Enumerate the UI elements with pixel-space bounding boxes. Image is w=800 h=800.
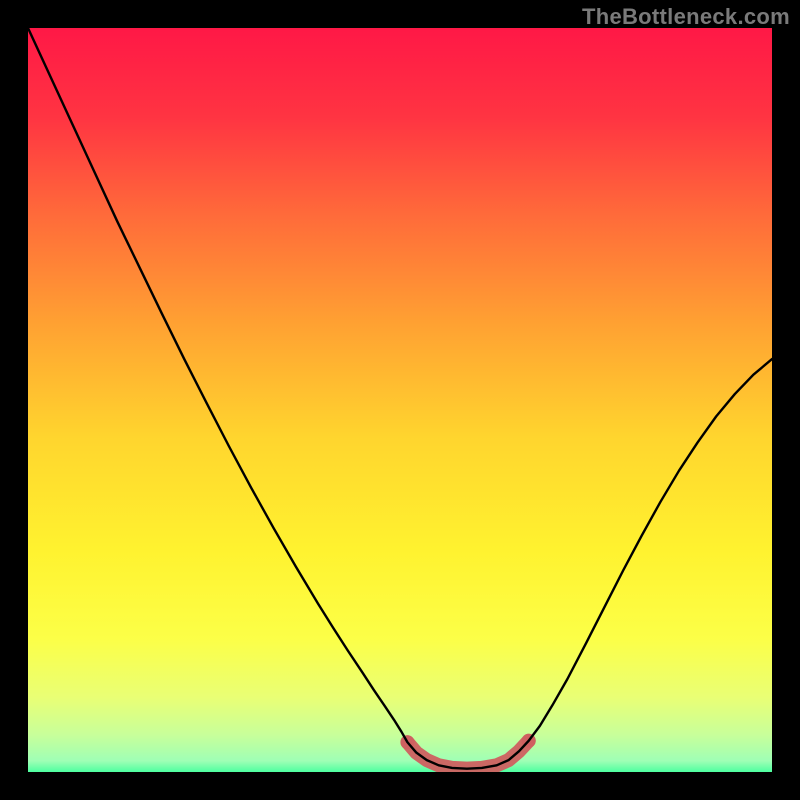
plot-background	[28, 28, 772, 772]
plot-area	[28, 28, 772, 772]
watermark-text: TheBottleneck.com	[582, 4, 790, 30]
chart-svg	[28, 28, 772, 772]
chart-frame: TheBottleneck.com	[0, 0, 800, 800]
